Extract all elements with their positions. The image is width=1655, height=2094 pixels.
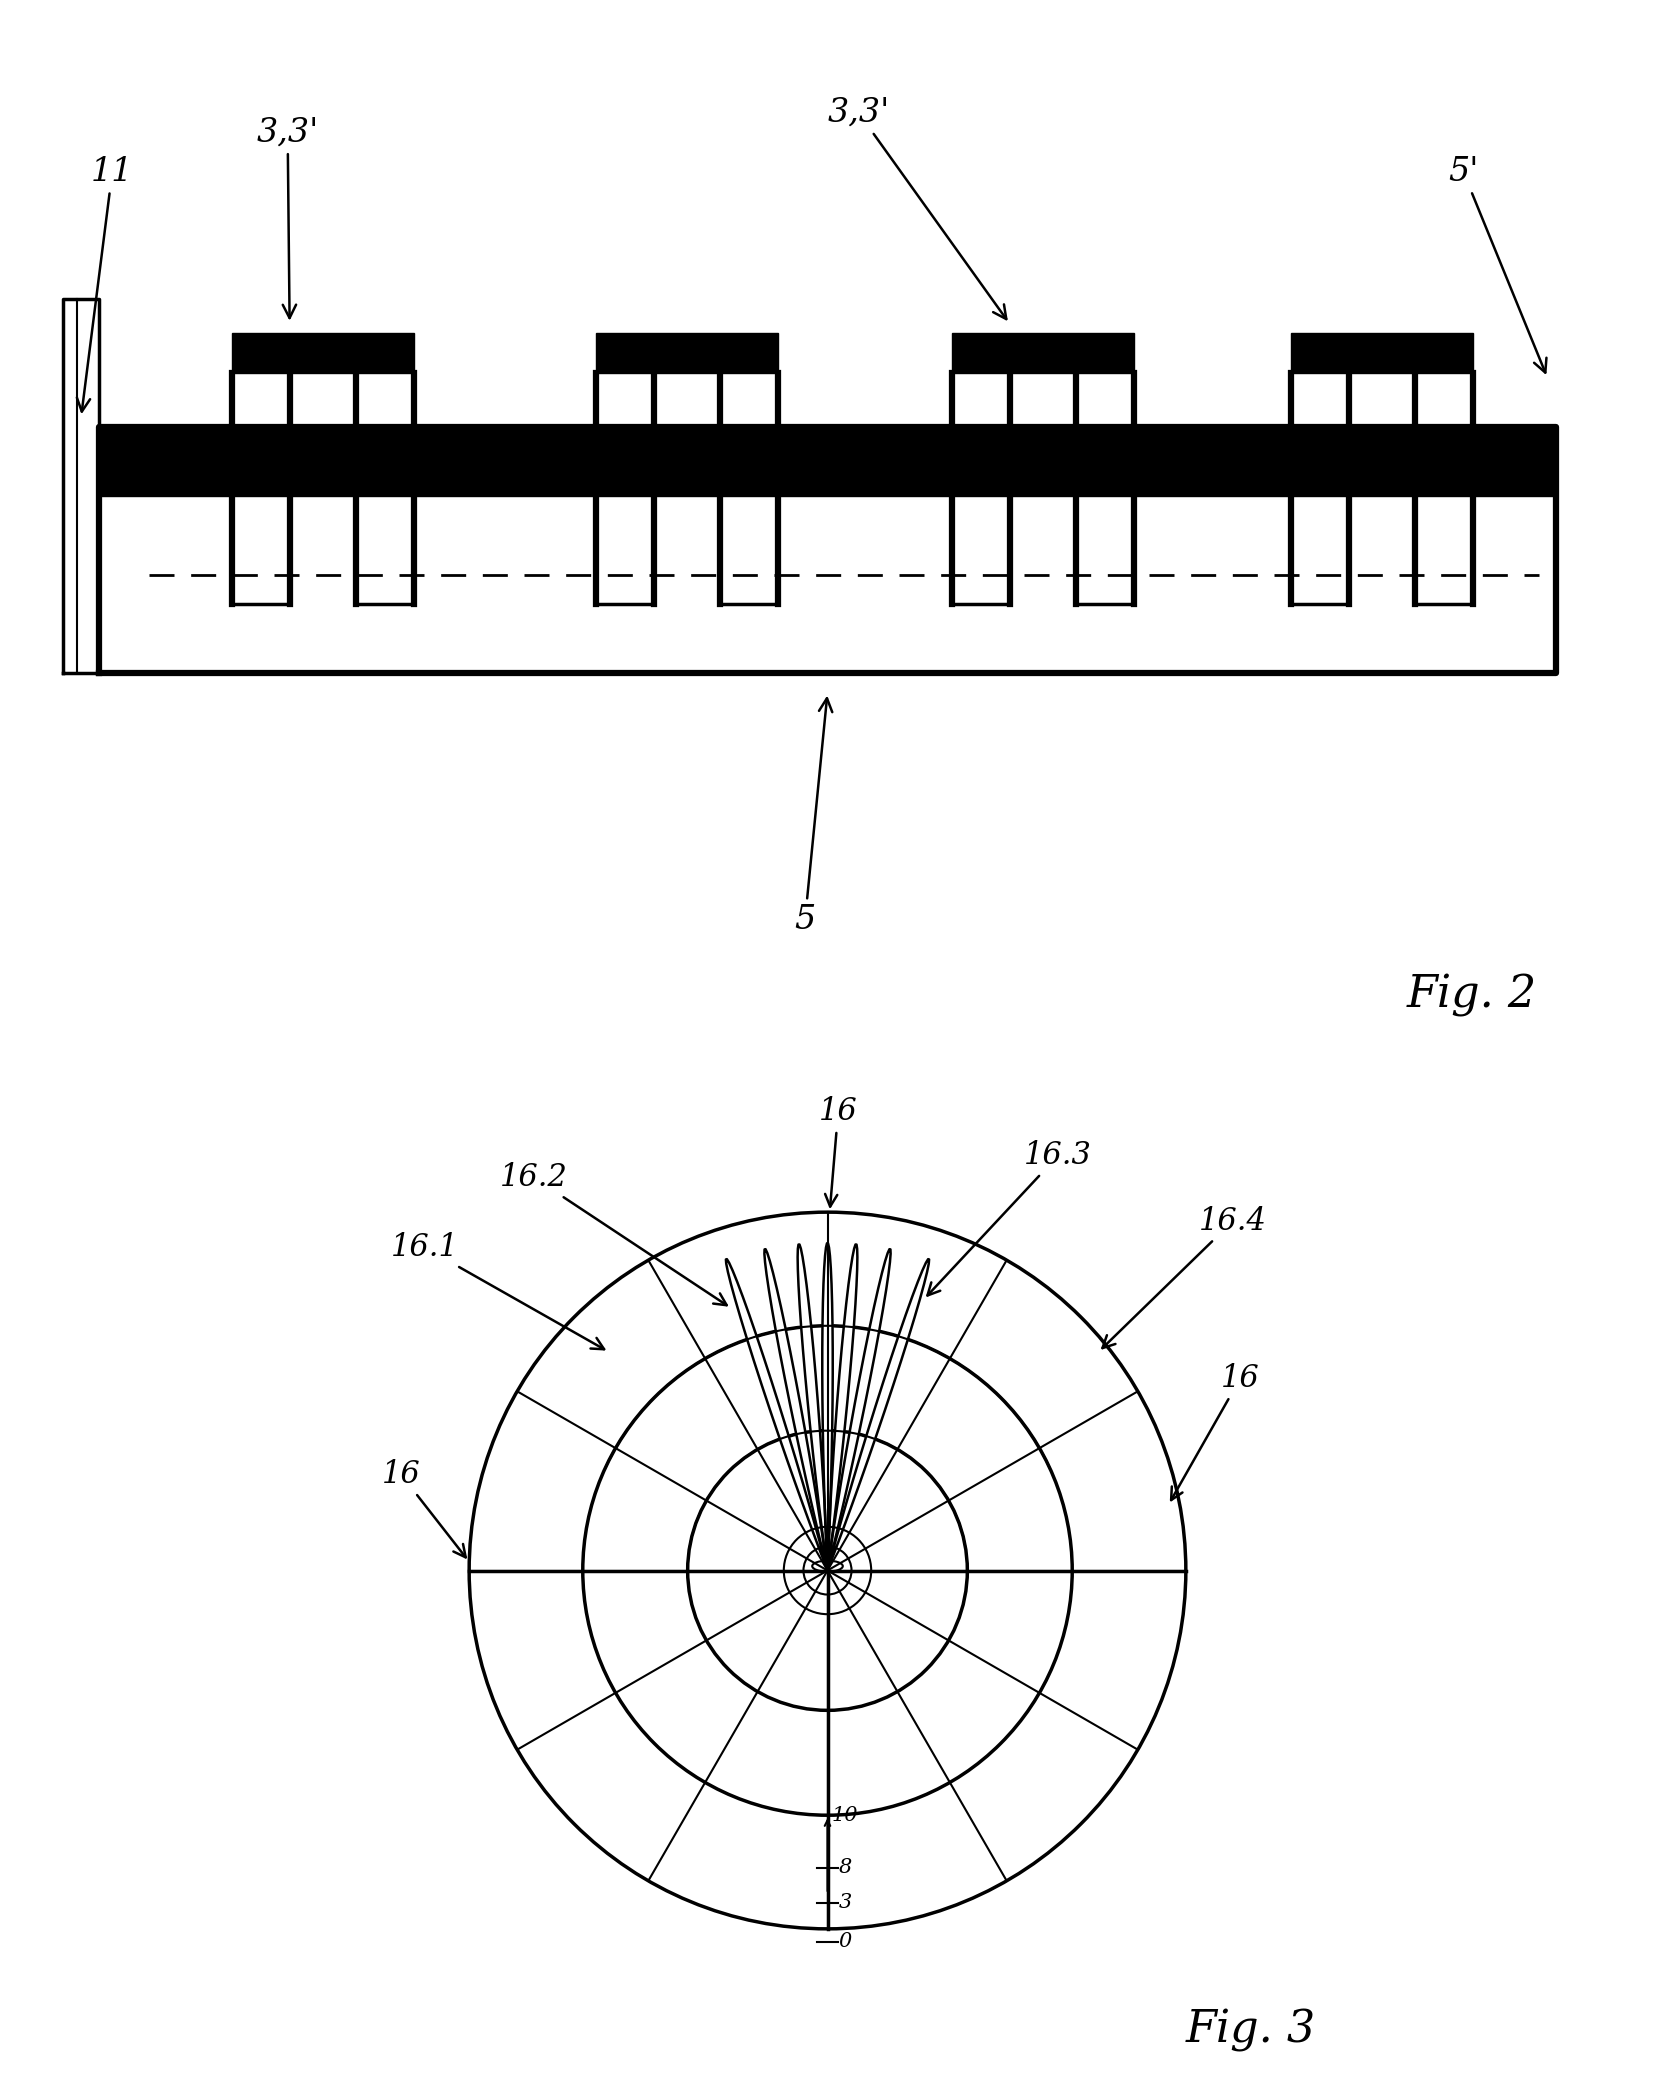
Text: 16.2: 16.2	[500, 1162, 727, 1305]
Text: 3: 3	[839, 1893, 852, 1912]
Polygon shape	[1291, 333, 1473, 373]
Polygon shape	[952, 333, 1134, 373]
Text: 3,3': 3,3'	[257, 117, 319, 318]
Text: Fig. 2: Fig. 2	[1407, 974, 1537, 1018]
Polygon shape	[727, 1258, 828, 1570]
Polygon shape	[823, 1244, 832, 1570]
Text: 8: 8	[839, 1857, 852, 1876]
Ellipse shape	[813, 1560, 842, 1573]
Polygon shape	[63, 299, 99, 672]
Polygon shape	[798, 1244, 828, 1570]
Text: 16.4: 16.4	[1102, 1206, 1266, 1349]
Polygon shape	[828, 1244, 857, 1570]
Polygon shape	[828, 1250, 890, 1570]
Polygon shape	[828, 1258, 928, 1570]
Polygon shape	[596, 333, 778, 373]
Text: 16: 16	[1172, 1363, 1259, 1499]
Text: 16: 16	[382, 1460, 465, 1558]
Polygon shape	[232, 333, 414, 373]
Text: 3,3': 3,3'	[828, 96, 1006, 318]
Text: 16.1: 16.1	[391, 1231, 604, 1349]
Text: 11: 11	[76, 155, 134, 413]
Text: 0: 0	[839, 1933, 852, 1952]
Text: 16.3: 16.3	[927, 1139, 1092, 1296]
Text: 16: 16	[819, 1097, 857, 1206]
Text: 5: 5	[794, 697, 832, 936]
Polygon shape	[99, 427, 1556, 496]
Text: 10: 10	[832, 1805, 859, 1824]
Polygon shape	[765, 1250, 828, 1570]
Text: 5': 5'	[1448, 155, 1546, 373]
Text: Fig. 3: Fig. 3	[1187, 2008, 1316, 2052]
